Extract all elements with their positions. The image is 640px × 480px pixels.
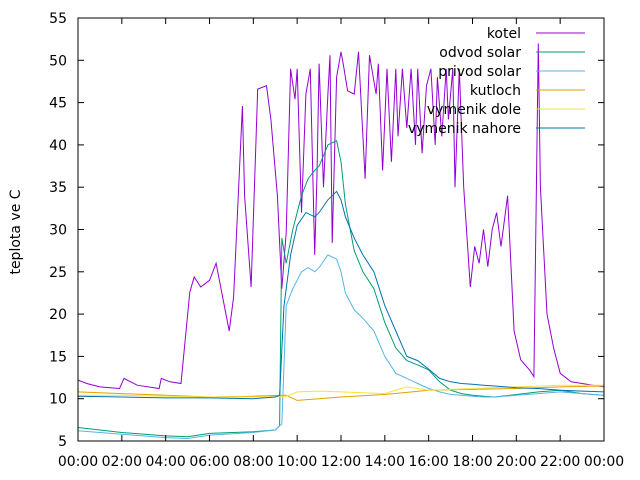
legend-label: vymenik dole	[427, 102, 521, 118]
x-tick-label: 08:00	[233, 454, 273, 470]
y-axis-label: teplota ve C	[8, 189, 24, 274]
series-line-vymenik-dole	[78, 384, 604, 398]
y-tick-label: 20	[49, 307, 67, 323]
y-tick-label: 5	[58, 434, 67, 450]
y-tick-label: 10	[49, 392, 67, 408]
legend-label: privod solar	[438, 64, 521, 80]
y-tick-label: 35	[49, 180, 67, 196]
series-line-privod-solar	[77, 254, 605, 440]
y-tick-label: 25	[49, 265, 67, 281]
plot-frame	[77, 17, 605, 442]
y-tick-label: 30	[49, 223, 67, 239]
x-tick-label: 16:00	[408, 454, 448, 470]
series-layer	[77, 43, 605, 440]
y-tick-label: 15	[49, 349, 67, 365]
y-tick-label: 50	[49, 53, 67, 69]
x-tick-label: 04:00	[145, 454, 185, 470]
legend-label: odvod solar	[439, 45, 521, 61]
x-tick-label: 00:00	[584, 454, 624, 470]
x-tick-label: 06:00	[189, 454, 229, 470]
x-tick-label: 00:00	[58, 454, 98, 470]
legend-label: kutloch	[470, 83, 521, 99]
series-line-kotel	[77, 43, 605, 390]
x-tick-label: 02:00	[102, 454, 142, 470]
y-tick-label: 40	[49, 138, 67, 154]
x-tick-label: 10:00	[277, 454, 317, 470]
y-tick-label: 55	[49, 11, 67, 27]
series-line-kutloch	[77, 385, 605, 401]
series-line-vymenik-nahore	[77, 190, 605, 400]
x-tick-label: 22:00	[540, 454, 580, 470]
x-tick-label: 18:00	[452, 454, 492, 470]
x-tick-label: 14:00	[365, 454, 405, 470]
y-tick-label: 45	[49, 96, 67, 112]
x-tick-label: 20:00	[496, 454, 536, 470]
legend-label: vymenik nahore	[408, 121, 521, 137]
x-tick-label: 12:00	[321, 454, 361, 470]
legend: kotel odvod solar privod solar kutloch vymen…	[408, 26, 585, 137]
legend-label: kotel	[487, 26, 521, 42]
